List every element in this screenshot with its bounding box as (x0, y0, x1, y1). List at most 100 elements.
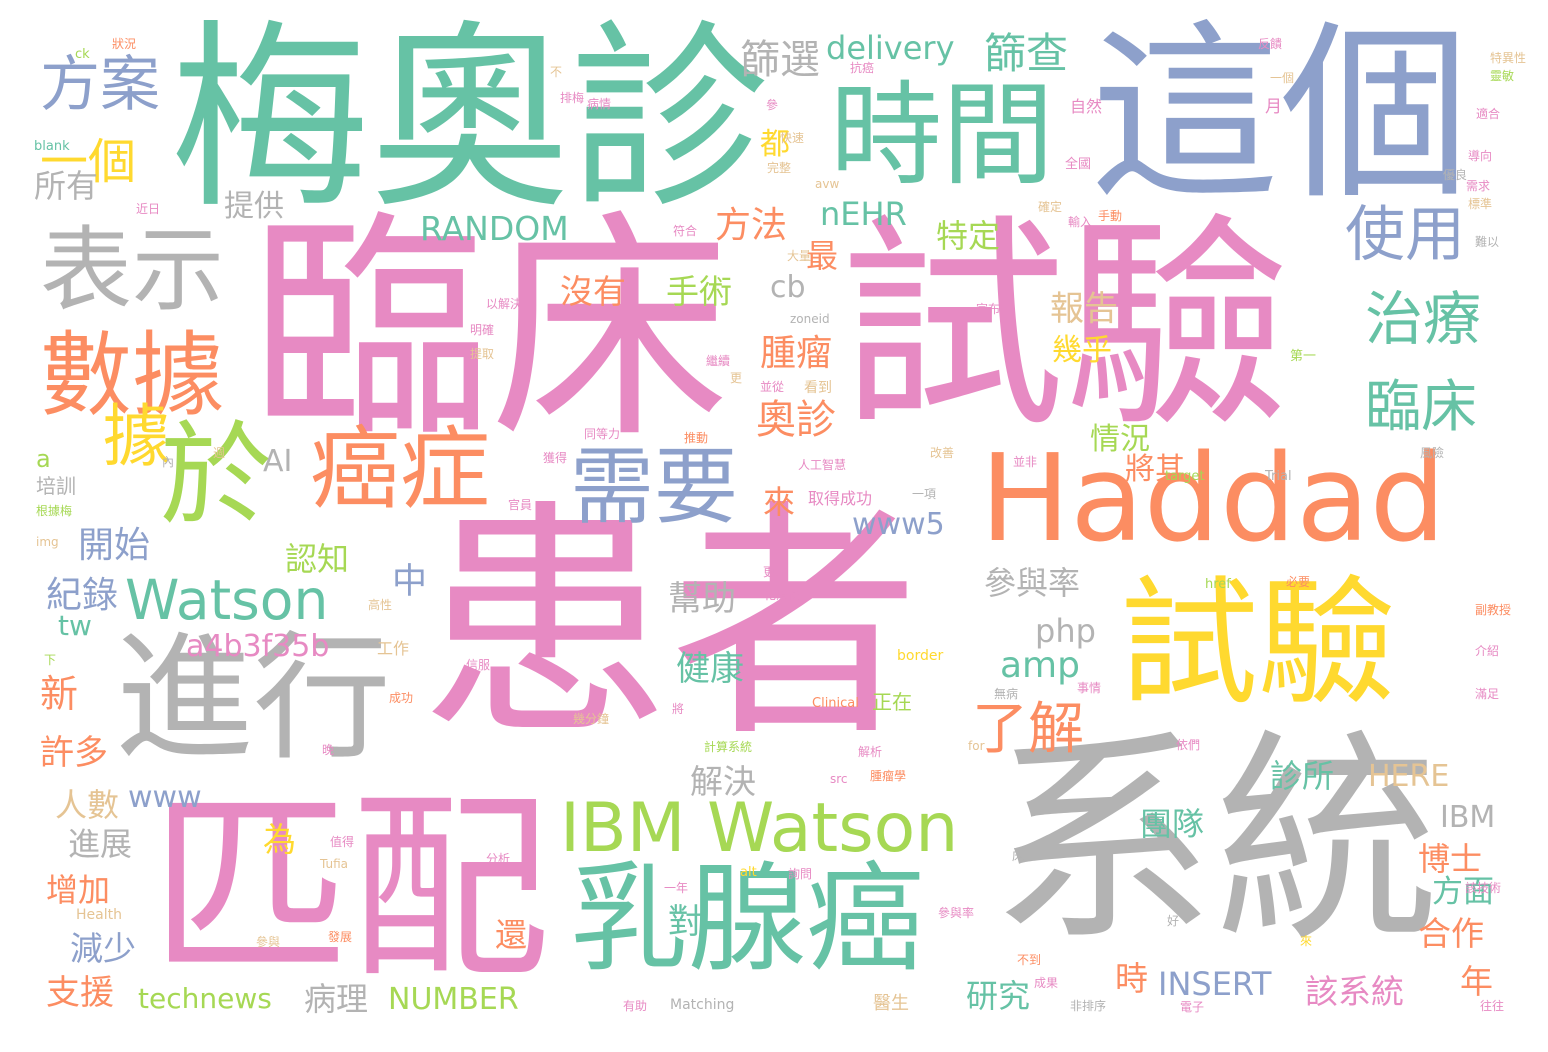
cloud-word: 一個 (1270, 72, 1294, 84)
cloud-word: Trial (1265, 470, 1292, 483)
cloud-word: 篩查 (984, 33, 1068, 75)
cloud-word: IBM (1440, 803, 1495, 833)
cloud-word: 病理 (304, 983, 368, 1015)
cloud-word: 報告 (1050, 292, 1118, 326)
cloud-word: 工作 (377, 641, 409, 657)
cloud-word: 沒有 (560, 275, 626, 308)
cloud-word: 成功 (389, 692, 413, 704)
cloud-word: 不到 (1017, 954, 1041, 966)
cloud-word: a4b3f35b (186, 632, 329, 662)
cloud-word: 標準 (1468, 198, 1492, 210)
cloud-word: 參與率 (984, 567, 1080, 599)
cloud-word: href (1205, 578, 1231, 591)
cloud-word: 團隊 (1140, 808, 1204, 840)
cloud-word: amp (1000, 648, 1080, 684)
cloud-word: 一項 (912, 488, 936, 500)
cloud-word: 大量 (787, 250, 811, 262)
cloud-word: 難以 (1475, 236, 1499, 248)
cloud-word: 據 (95, 400, 163, 468)
cloud-word: 輸入 (1068, 216, 1092, 228)
cloud-word: zoneid (790, 313, 830, 325)
cloud-word: 電子 (1180, 1001, 1204, 1013)
cloud-word: 合作 (1418, 917, 1484, 950)
cloud-word: 晚 (322, 744, 334, 756)
cloud-word: 減少 (70, 932, 136, 965)
cloud-word: 需要 (570, 445, 738, 529)
cloud-word: 近日 (136, 203, 160, 215)
cloud-word: 根據梅 (36, 505, 72, 517)
cloud-word: blank (34, 140, 70, 153)
cloud-word: 為 (263, 823, 296, 856)
cloud-word: 參與率 (938, 907, 974, 919)
cloud-word: 高性 (368, 599, 392, 611)
cloud-word: NUMBER (388, 985, 519, 1015)
cloud-word: 以解決 (486, 298, 522, 310)
cloud-word: Clinical (812, 697, 859, 710)
cloud-word: delivery (826, 32, 955, 64)
cloud-word: src (830, 773, 848, 785)
cloud-word: 病情 (587, 98, 611, 110)
cloud-word: 手術 (666, 275, 732, 308)
cloud-word: 同等力 (584, 428, 620, 440)
cloud-word: 完整 (767, 162, 791, 174)
cloud-word: 更好 (763, 566, 787, 578)
cloud-word: 優良 (1443, 169, 1467, 181)
cloud-word: 來 (763, 486, 795, 518)
cloud-word: 詢問 (788, 868, 812, 880)
cloud-word: 無病 (994, 688, 1018, 700)
cloud-word: 必要 (1286, 576, 1310, 588)
cloud-word: IBM Watson (560, 795, 958, 863)
cloud-word: 事情 (1077, 682, 1101, 694)
cloud-word: 幫助 (668, 582, 736, 616)
cloud-word: 下 (44, 654, 56, 666)
cloud-word: 培訓 (36, 476, 76, 496)
cloud-word: 並非 (1013, 456, 1037, 468)
cloud-word: nEHR (820, 198, 907, 230)
cloud-word: 好 (1167, 915, 1179, 927)
cloud-word: Watson (125, 573, 328, 628)
cloud-word: 癌症 (310, 425, 490, 515)
cloud-word: 幾乎 (1052, 336, 1112, 366)
cloud-word: 推動 (684, 432, 708, 444)
cloud-word: 表示 (40, 225, 224, 317)
cloud-word: Health (76, 908, 122, 922)
cloud-word: 內 (162, 456, 174, 468)
cloud-word: 改善 (930, 447, 954, 459)
cloud-word: 參與 (256, 936, 280, 948)
cloud-word: 診所 (1270, 760, 1334, 792)
cloud-word: ck (75, 48, 90, 61)
cloud-word: 成果 (1034, 977, 1058, 989)
cloud-word: 解析 (858, 746, 882, 758)
cloud-word: 年 (1460, 965, 1493, 998)
cloud-word: 使用 (1345, 205, 1465, 265)
cloud-word: 研究 (966, 980, 1030, 1012)
cloud-word: 符合 (673, 225, 697, 237)
cloud-word: 手動 (1098, 210, 1122, 222)
cloud-word: 需求 (1466, 180, 1490, 192)
cloud-word: 臨床 (1365, 380, 1477, 436)
cloud-word: 解決 (690, 765, 756, 798)
cloud-word: 健康 (676, 652, 744, 686)
cloud-word: 將 (672, 703, 684, 715)
cloud-word: 人數 (55, 789, 119, 821)
cloud-word: 信服 (466, 659, 490, 671)
cloud-word: 來 (1300, 935, 1312, 947)
cloud-word: 繼續 (706, 355, 730, 367)
cloud-word: tw (58, 612, 92, 640)
cloud-word: 一年 (664, 882, 688, 894)
cloud-word: 匹配 (150, 790, 550, 990)
cloud-word: INSERT (1158, 968, 1271, 1000)
cloud-word: 非排序 (1070, 1000, 1106, 1012)
cloud-word: 提供 (224, 192, 284, 222)
cloud-word: 特異性 (1490, 52, 1526, 64)
cloud-word: 明確 (470, 324, 494, 336)
cloud-word: 開始 (78, 528, 150, 564)
cloud-word: 了解 (972, 702, 1084, 758)
cloud-word: 不 (550, 66, 562, 78)
cloud-word: 所有 (34, 170, 98, 202)
cloud-word: 靈敏 (1490, 70, 1514, 82)
cloud-word: 發展 (328, 931, 352, 943)
cloud-word: 增加 (46, 874, 110, 906)
cloud-word: 新 (40, 675, 78, 713)
